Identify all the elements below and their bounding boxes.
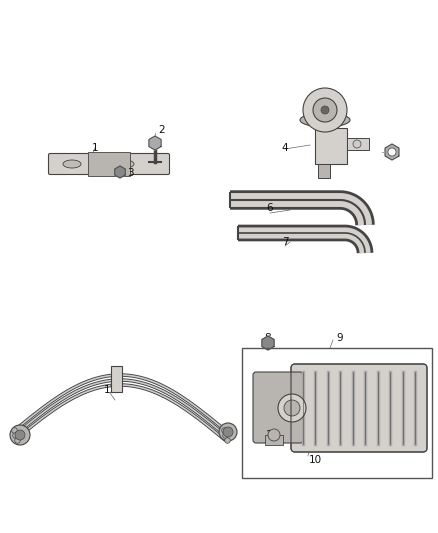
Circle shape: [353, 140, 361, 148]
Text: 2: 2: [159, 125, 165, 135]
Circle shape: [284, 400, 300, 416]
Text: 11: 11: [265, 430, 279, 440]
Circle shape: [268, 429, 280, 441]
Bar: [265, 435, 283, 445]
Bar: [111, 366, 122, 392]
FancyBboxPatch shape: [253, 372, 303, 443]
Polygon shape: [149, 136, 161, 150]
Text: 3: 3: [127, 168, 133, 178]
Text: 4: 4: [282, 143, 288, 153]
Bar: [315, 128, 347, 164]
Polygon shape: [262, 336, 274, 350]
FancyBboxPatch shape: [291, 364, 427, 452]
Text: 8: 8: [265, 333, 271, 343]
Text: 12: 12: [103, 385, 117, 395]
Polygon shape: [385, 144, 399, 160]
Circle shape: [278, 394, 306, 422]
Bar: [88, 152, 130, 176]
Bar: [242, 348, 432, 478]
FancyBboxPatch shape: [49, 154, 170, 174]
Ellipse shape: [63, 160, 81, 168]
Circle shape: [223, 427, 233, 437]
Circle shape: [313, 98, 337, 122]
Polygon shape: [115, 166, 125, 178]
Ellipse shape: [116, 160, 134, 168]
Text: 9: 9: [337, 333, 343, 343]
Text: 1: 1: [92, 143, 98, 153]
Text: 7: 7: [282, 237, 288, 247]
Ellipse shape: [300, 113, 350, 127]
Circle shape: [303, 88, 347, 132]
Text: 10: 10: [308, 455, 321, 465]
Text: 5: 5: [387, 147, 393, 157]
Circle shape: [219, 423, 237, 441]
Circle shape: [10, 425, 30, 445]
Circle shape: [388, 148, 396, 156]
Circle shape: [321, 106, 329, 114]
Bar: [318, 164, 330, 178]
Bar: [347, 138, 369, 150]
Circle shape: [15, 430, 25, 440]
Text: 6: 6: [267, 203, 273, 213]
